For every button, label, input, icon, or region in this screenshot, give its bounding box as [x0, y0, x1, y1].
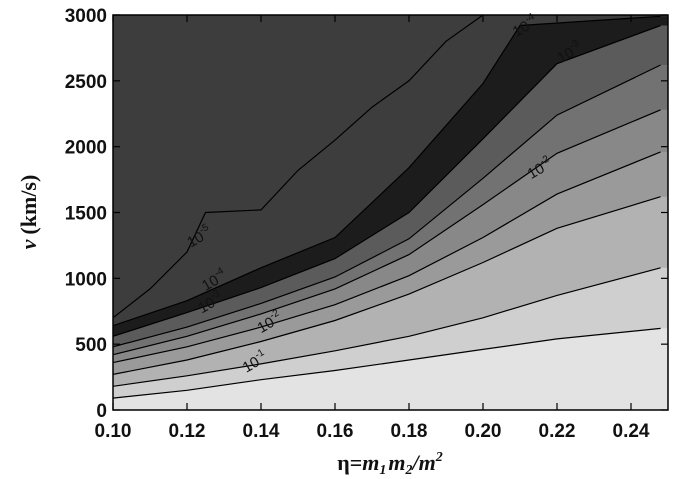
- y-axis-title-variable: v: [16, 239, 41, 249]
- contour-line-3: [113, 196, 661, 375]
- x-axis-title-sup: 2: [435, 450, 443, 465]
- y-tick-label: 500: [75, 335, 107, 356]
- x-axis-title-m1: m: [362, 450, 379, 475]
- x-tick-label: 0.14: [243, 421, 280, 442]
- plot-area: 10-110-210-310-410-510-210-310-4: [112, 11, 669, 411]
- y-tick-label: 0: [96, 401, 107, 422]
- x-tick-label: 0.16: [317, 421, 354, 442]
- y-tick-label: 1000: [65, 269, 107, 290]
- x-axis-title: η=m1m2/m2: [337, 450, 443, 478]
- x-tick-label: 0.20: [465, 421, 502, 442]
- contour-line-5: [113, 109, 661, 356]
- contour-line-9: [113, 15, 484, 319]
- y-axis-title: v (km/s): [16, 175, 41, 250]
- x-tick-label: 0.12: [169, 421, 206, 442]
- x-tick-label: 0.22: [539, 421, 576, 442]
- y-tick-label: 3000: [65, 6, 107, 27]
- x-axis-title-denominator: /m: [411, 450, 436, 475]
- contour-lines: [113, 15, 661, 399]
- y-axis-title-unit: (km/s): [16, 175, 41, 235]
- contour-line-4: [113, 151, 661, 364]
- contour-band-9: [113, 15, 523, 318]
- y-tick-label: 2000: [65, 138, 107, 159]
- x-tick-label: 0.18: [391, 421, 428, 442]
- y-tick-label: 1500: [65, 204, 107, 225]
- contour-line-8: [113, 15, 661, 327]
- x-axis-title-m2-sub: 2: [405, 463, 413, 478]
- contour-bands: [113, 15, 668, 399]
- contour-line-6: [113, 64, 661, 348]
- x-tick-label: 0.10: [95, 421, 132, 442]
- x-axis-title-prefix: η=: [337, 450, 362, 475]
- y-axis-ticks: 0 500 1000 1500 2000 2500 3000: [65, 6, 668, 422]
- x-axis-ticks: 0.10 0.12 0.14 0.16 0.18 0.20 0.22 0.24: [95, 15, 650, 442]
- contour-line-2: [113, 267, 661, 387]
- x-tick-label: 0.24: [613, 421, 650, 442]
- y-tick-label: 2500: [65, 72, 107, 93]
- x-axis-title-m2: m: [388, 450, 405, 475]
- contour-line-7: [113, 24, 661, 337]
- contour-line-1: [113, 327, 661, 399]
- x-axis-title-m1-sub: 1: [379, 463, 386, 478]
